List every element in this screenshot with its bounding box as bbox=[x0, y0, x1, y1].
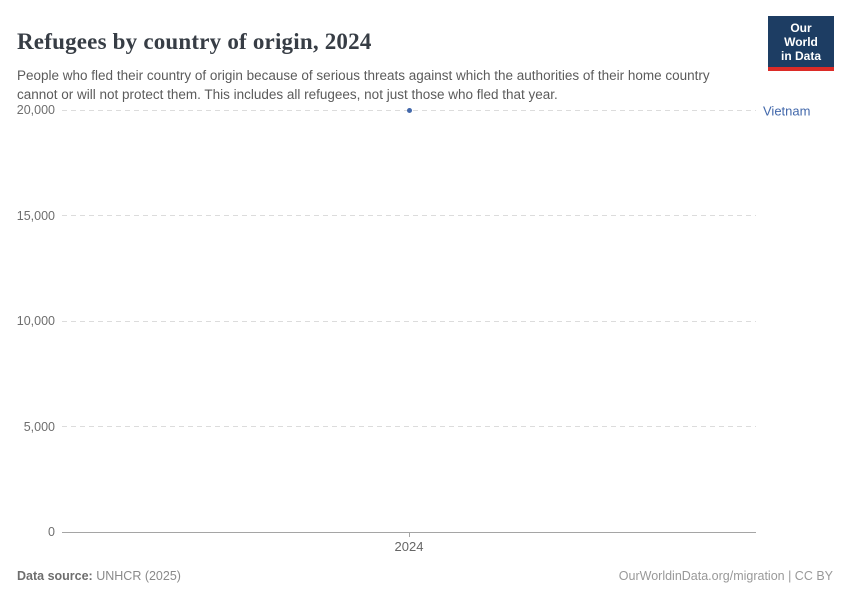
owid-logo[interactable]: Our World in Data bbox=[768, 16, 834, 72]
x-tick-mark bbox=[408, 532, 410, 537]
chart-title: Refugees by country of origin, 2024 bbox=[17, 29, 372, 55]
data-source-label: Data source: bbox=[17, 569, 93, 583]
y-gridline bbox=[62, 215, 756, 216]
y-tick-label: 20,000 bbox=[16, 103, 55, 117]
y-tick-label: 10,000 bbox=[16, 314, 55, 328]
y-gridline bbox=[62, 320, 756, 322]
y-tick-label: 15,000 bbox=[16, 208, 55, 223]
series-label-vietnam[interactable]: Vietnam bbox=[763, 103, 811, 119]
y-gridline bbox=[62, 426, 756, 427]
attribution-link[interactable]: OurWorldinData.org/migration | CC BY bbox=[618, 569, 833, 583]
y-tick-label: 5,000 bbox=[23, 419, 55, 434]
owid-logo-line2: in Data bbox=[780, 49, 821, 64]
data-source-value: UNHCR (2025) bbox=[92, 569, 181, 583]
chart-subtitle: People who fled their country of origin … bbox=[17, 67, 710, 102]
x-tick-label: 2024 bbox=[394, 539, 424, 554]
y-tick-label: 0 bbox=[48, 525, 55, 539]
data-source-note: Data source: UNHCR (2025) bbox=[17, 569, 181, 583]
owid-logo-line1: Our World bbox=[784, 21, 818, 50]
data-point-vietnam[interactable] bbox=[406, 107, 412, 113]
